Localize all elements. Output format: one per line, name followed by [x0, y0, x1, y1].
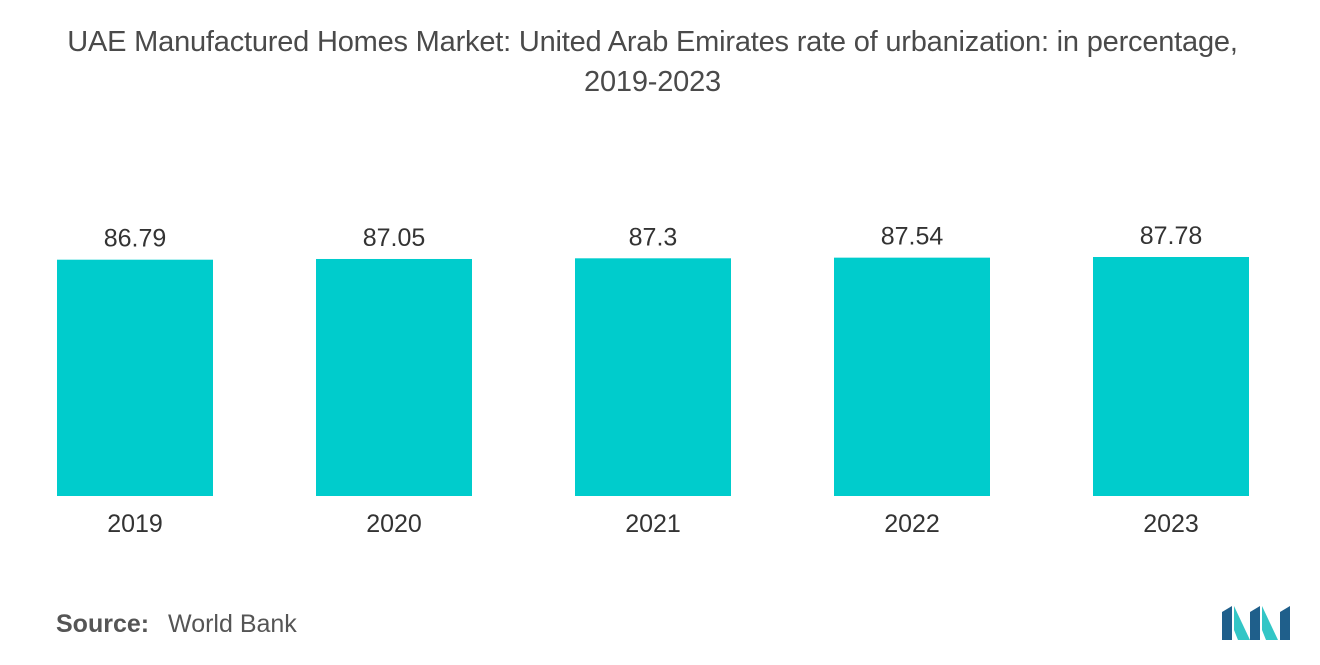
- data-label-2019: 86.79: [104, 225, 167, 253]
- bar-2019: [57, 259, 213, 496]
- data-label-2023: 87.78: [1140, 222, 1203, 250]
- logo-shape-1: [1222, 606, 1232, 640]
- logo-shape-5: [1280, 606, 1290, 640]
- bar-chart: 86.79 2019 87.05 2020 87.3 2021 87.54 2022 87.78…: [57, 222, 1249, 538]
- bar-2023: [1093, 257, 1249, 496]
- chart-title: UAE Manufactured Homes Market: United Ar…: [0, 22, 1305, 102]
- logo-shape-2: [1234, 606, 1250, 640]
- bar-2022: [834, 257, 990, 496]
- mordor-logo-icon: [1222, 606, 1290, 640]
- source-value: World Bank: [168, 610, 297, 638]
- x-tick-label-2021: 2021: [625, 510, 681, 538]
- source-label: Source:: [56, 610, 150, 638]
- data-label-2022: 87.54: [881, 223, 944, 251]
- x-tick-label-2019: 2019: [107, 510, 163, 538]
- chart-title-line-2: 2019-2023: [584, 66, 721, 98]
- bar-2021: [575, 258, 731, 496]
- logo-shape-3: [1250, 606, 1260, 640]
- x-tick-label-2020: 2020: [366, 510, 422, 538]
- x-tick-label-2022: 2022: [884, 510, 940, 538]
- data-label-2020: 87.05: [363, 224, 426, 252]
- logo-shape-4: [1262, 606, 1278, 640]
- x-tick-label-2023: 2023: [1143, 510, 1199, 538]
- chart-title-line-1: UAE Manufactured Homes Market: United Ar…: [67, 26, 1238, 58]
- source-note: Source: World Bank: [56, 610, 297, 639]
- bar-2020: [316, 258, 472, 496]
- data-label-2021: 87.3: [629, 223, 678, 251]
